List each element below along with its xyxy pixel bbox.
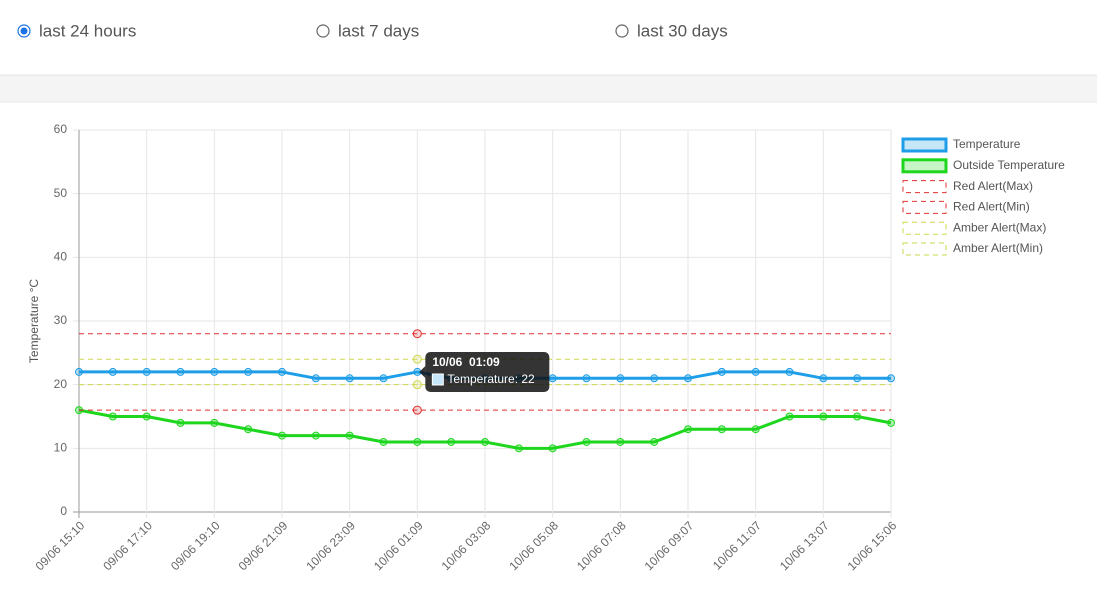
point — [278, 431, 286, 440]
point — [311, 374, 320, 383]
point — [210, 418, 219, 427]
tooltip-title: 10/06 01:09 — [432, 355, 500, 369]
radio-button — [615, 24, 629, 38]
point — [108, 367, 117, 376]
y-tick-label: 20 — [54, 377, 68, 391]
tooltip-label: Temperature: 22 — [447, 372, 535, 386]
point — [244, 367, 253, 376]
y-tick-label: 0 — [60, 504, 67, 518]
legend-label: Outside Temperature — [953, 158, 1065, 172]
legend-label: Red Alert(Max) — [953, 179, 1033, 193]
point — [142, 412, 151, 421]
x-tick-label: 10/06 03:08 — [439, 518, 494, 573]
point — [413, 437, 422, 446]
x-tick-label: 10/06 13:07 — [777, 518, 832, 573]
legend-swatch — [902, 221, 947, 235]
legend-label: Amber Alert(Max) — [953, 220, 1046, 234]
y-axis-title: Temperature °C — [27, 279, 41, 363]
point — [650, 374, 659, 383]
point — [548, 374, 557, 383]
point — [887, 374, 895, 383]
y-tick-label: 10 — [54, 441, 68, 455]
point — [582, 437, 591, 446]
y-tick-label: 30 — [54, 313, 68, 327]
radio-option[interactable]: last 24 hours — [17, 21, 136, 40]
x-tick-label: 10/06 01:09 — [371, 518, 426, 573]
point — [311, 431, 320, 440]
point — [514, 444, 523, 453]
x-tick-label: 10/06 11:07 — [710, 518, 764, 572]
point — [616, 374, 625, 383]
x-tick-label: 09/06 19:10 — [168, 518, 223, 573]
radio-label: last 7 days — [338, 21, 419, 40]
point — [751, 367, 760, 376]
point — [345, 431, 354, 440]
legend-swatch — [901, 158, 948, 174]
tooltip-box — [425, 352, 550, 392]
point — [717, 367, 726, 376]
radio-label: last 24 hours — [39, 21, 136, 40]
point — [108, 412, 117, 421]
legend-swatch — [901, 137, 948, 153]
legend-swatch — [902, 242, 947, 256]
x-tick-label: 10/06 23:09 — [303, 518, 358, 573]
point — [684, 425, 692, 434]
series-line — [78, 408, 892, 450]
point — [785, 412, 794, 421]
point — [176, 418, 185, 427]
point — [582, 374, 591, 383]
point — [142, 367, 151, 376]
radio-option[interactable]: last 30 days — [615, 21, 728, 40]
point — [176, 367, 185, 376]
x-tick-label: 10/06 09:07 — [642, 518, 697, 573]
y-tick-label: 60 — [54, 122, 68, 136]
hover-point — [412, 405, 422, 415]
point — [75, 367, 83, 376]
point — [853, 412, 862, 421]
x-tick-label: 09/06 21:09 — [236, 518, 291, 573]
point — [853, 374, 862, 383]
point — [379, 437, 388, 446]
point — [481, 437, 489, 446]
hover-point — [412, 329, 422, 339]
point — [616, 437, 625, 446]
point — [548, 444, 557, 453]
x-tick-label: 10/06 07:08 — [574, 518, 629, 573]
point — [447, 437, 456, 446]
point — [785, 367, 794, 376]
point — [684, 374, 692, 383]
legend-label: Amber Alert(Min) — [953, 241, 1043, 255]
legend-swatch — [902, 200, 947, 214]
radio-label: last 30 days — [637, 21, 728, 40]
y-tick-label: 50 — [54, 186, 68, 200]
tooltip-arrow — [419, 366, 426, 378]
x-tick-label: 09/06 15:10 — [33, 518, 88, 573]
point — [345, 374, 354, 383]
point — [717, 425, 726, 434]
legend-swatch — [902, 180, 947, 194]
point — [278, 367, 286, 376]
hover-point — [412, 380, 422, 390]
divider-band — [0, 75, 1097, 102]
legend-label: Red Alert(Min) — [953, 200, 1030, 214]
point — [819, 412, 828, 421]
hover-point — [412, 354, 422, 364]
tooltip-swatch — [431, 373, 444, 386]
point — [379, 374, 388, 383]
point — [751, 425, 760, 434]
point — [650, 437, 659, 446]
point — [819, 374, 828, 383]
radio-option[interactable]: last 7 days — [316, 21, 419, 40]
radio-dot — [20, 27, 28, 35]
point — [244, 425, 253, 434]
x-tick-label: 10/06 15:06 — [845, 518, 900, 573]
radio-button — [316, 24, 330, 38]
point — [887, 418, 895, 427]
point — [210, 367, 219, 376]
x-tick-label: 10/06 05:08 — [506, 518, 561, 573]
x-tick-label: 09/06 17:10 — [100, 518, 155, 573]
y-tick-label: 40 — [54, 250, 68, 264]
legend-label: Temperature — [953, 137, 1021, 151]
